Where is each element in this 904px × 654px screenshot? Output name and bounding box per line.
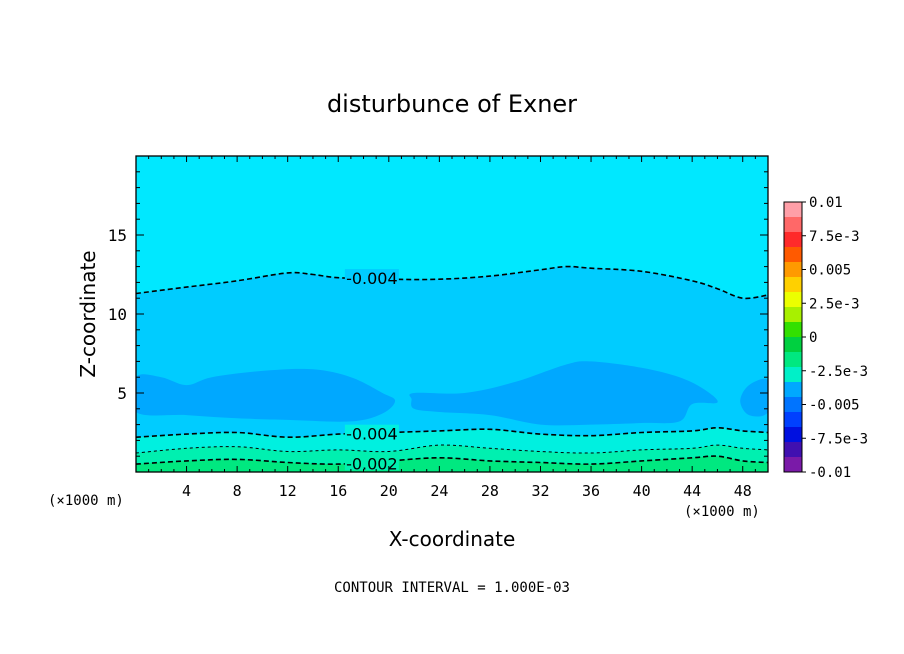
colorbar-swatch bbox=[784, 367, 802, 383]
x-unit-right: (×1000 m) bbox=[684, 504, 760, 520]
colorbar-tick-label: -2.5e-3 bbox=[809, 364, 868, 380]
x-axis: 4 8 12 16 20 24 28 32 36 40 44 48 bbox=[148, 156, 756, 500]
colorbar-tick-label: -0.005 bbox=[809, 398, 860, 414]
colorbar-swatch bbox=[784, 292, 802, 308]
y-tick-label: 5 bbox=[117, 384, 127, 403]
contour-line-4 bbox=[136, 455, 768, 465]
colorbar-swatch bbox=[784, 457, 802, 473]
x-unit-left: (×1000 m) bbox=[48, 493, 124, 509]
colorbar-swatch bbox=[784, 322, 802, 338]
colorbar-swatch bbox=[784, 277, 802, 293]
x-tick-label: 40 bbox=[633, 482, 651, 500]
fill-core-1 bbox=[136, 368, 396, 422]
fill-core-3 bbox=[740, 378, 768, 417]
contour-interval-footer: CONTOUR INTERVAL = 1.000E-03 bbox=[334, 580, 570, 596]
colorbar-swatch bbox=[784, 427, 802, 443]
colorbar-swatch bbox=[784, 217, 802, 233]
contour-line-1 bbox=[136, 265, 768, 300]
colorbar-tick-label: 7.5e-3 bbox=[809, 229, 860, 245]
colorbar-swatch bbox=[784, 202, 802, 218]
y-tick-label: 15 bbox=[108, 226, 127, 245]
contour-label: -0.002 bbox=[346, 454, 398, 473]
x-tick-label: 48 bbox=[734, 482, 752, 500]
x-tick-label: 36 bbox=[582, 482, 600, 500]
colorbar-swatch bbox=[784, 412, 802, 428]
colorbar: 0.01 7.5e-3 0.005 2.5e-3 0 -2.5e-3 -0.005 -7.5e… bbox=[783, 195, 868, 481]
chart-title: disturbunce of Exner bbox=[327, 90, 577, 118]
x-tick-label: 28 bbox=[481, 482, 499, 500]
colorbar-tick-label: -7.5e-3 bbox=[809, 431, 868, 447]
contour-labels: -0.004 -0.004 -0.002 bbox=[344, 269, 399, 473]
colorbar-tick-label: 0.005 bbox=[809, 263, 851, 279]
x-axis-label: X-coordinate bbox=[389, 527, 516, 551]
colorbar-swatch bbox=[784, 247, 802, 263]
fill-lower-3 bbox=[136, 456, 768, 472]
contour-lines bbox=[136, 265, 768, 465]
contour-label-bg bbox=[344, 424, 399, 441]
colorbar-tick-label: 2.5e-3 bbox=[809, 296, 860, 312]
colorbar-swatch bbox=[784, 337, 802, 353]
contour-label: -0.004 bbox=[346, 425, 398, 444]
contour-label-bg bbox=[344, 269, 399, 286]
contour-label: -0.004 bbox=[346, 269, 398, 288]
colorbar-tick-label: 0.01 bbox=[809, 195, 843, 211]
x-tick-label: 12 bbox=[279, 482, 297, 500]
x-tick-label: 16 bbox=[329, 482, 347, 500]
x-tick-label: 4 bbox=[182, 482, 191, 500]
x-tick-label: 24 bbox=[430, 482, 448, 500]
y-axis: 5 10 15 bbox=[108, 171, 768, 457]
colorbar-swatch bbox=[784, 262, 802, 278]
y-tick-label: 10 bbox=[108, 305, 127, 324]
colorbar-swatch bbox=[784, 232, 802, 248]
x-tick-label: 20 bbox=[380, 482, 398, 500]
colorbar-swatch bbox=[784, 382, 802, 398]
contour-label-bg bbox=[344, 454, 399, 471]
colorbar-swatch bbox=[784, 397, 802, 413]
colorbar-swatch bbox=[784, 352, 802, 368]
contour-fills bbox=[136, 156, 768, 472]
x-tick-label: 8 bbox=[233, 482, 242, 500]
x-tick-label: 32 bbox=[531, 482, 549, 500]
colorbar-swatch bbox=[784, 442, 802, 458]
colorbar-tick-label: 0 bbox=[809, 330, 817, 346]
contour-line-2 bbox=[136, 426, 768, 439]
x-tick-label: 44 bbox=[683, 482, 701, 500]
fill-core-2 bbox=[409, 361, 718, 426]
colorbar-swatch bbox=[784, 307, 802, 323]
y-axis-label: Z-coordinate bbox=[76, 250, 100, 377]
contour-line-3 bbox=[136, 444, 768, 454]
colorbar-tick-label: -0.01 bbox=[809, 465, 851, 481]
